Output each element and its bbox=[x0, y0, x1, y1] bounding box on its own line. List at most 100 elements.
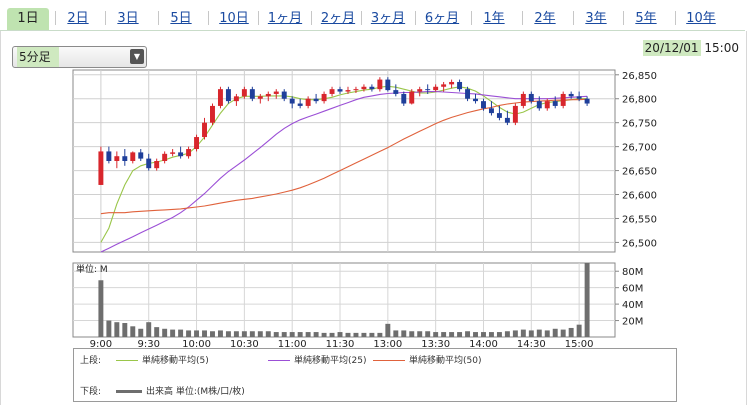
candle-body bbox=[305, 98, 311, 106]
tab-separator bbox=[522, 11, 523, 25]
volume-bar bbox=[488, 332, 494, 337]
tab-0[interactable]: 1日 bbox=[7, 8, 49, 30]
candle-body bbox=[146, 158, 152, 169]
legend-ma50-label: 単純移動平均(50) bbox=[409, 356, 482, 366]
volume-bar bbox=[202, 330, 207, 337]
tab-separator bbox=[258, 11, 259, 25]
tab-5[interactable]: 1ヶ月 bbox=[267, 11, 303, 26]
tab-7[interactable]: 3ヶ月 bbox=[370, 11, 406, 26]
volume-bar bbox=[249, 331, 255, 337]
chart-panel bbox=[0, 31, 747, 405]
volume-bar bbox=[560, 329, 566, 337]
price-tick-label: 26,750 bbox=[622, 119, 657, 130]
volume-bar bbox=[449, 332, 455, 337]
legend-ma50: 単純移動平均(50) bbox=[369, 353, 481, 366]
volume-tick-label: 60M bbox=[622, 284, 643, 295]
time-tick-label: 13:30 bbox=[421, 339, 450, 350]
tab-2[interactable]: 3日 bbox=[117, 11, 139, 26]
tab-8[interactable]: 6ヶ月 bbox=[424, 11, 460, 26]
tab-6[interactable]: 2ヶ月 bbox=[320, 11, 356, 26]
volume-bar bbox=[194, 330, 200, 337]
candle-body bbox=[217, 89, 223, 106]
time-tick-label: 9:00 bbox=[90, 339, 112, 350]
legend-ma5-label: 単純移動平均(5) bbox=[142, 356, 209, 366]
tab-underline bbox=[0, 30, 745, 31]
volume-bar bbox=[154, 327, 160, 337]
candle-body bbox=[584, 98, 590, 104]
volume-bar bbox=[138, 328, 144, 337]
volume-grid bbox=[72, 262, 616, 338]
candle-body bbox=[473, 98, 478, 102]
volume-bar bbox=[568, 327, 574, 337]
tab-12[interactable]: 5年 bbox=[635, 11, 657, 26]
candle-body bbox=[433, 86, 439, 91]
candle-body bbox=[544, 101, 550, 109]
tab-9[interactable]: 1年 bbox=[483, 11, 505, 26]
volume-bar bbox=[584, 263, 590, 337]
price-tick-label: 26,550 bbox=[622, 214, 657, 225]
candle-body bbox=[138, 152, 144, 159]
ma50-swatch bbox=[373, 360, 405, 361]
volume-bar bbox=[289, 332, 295, 337]
legend-ma25: 単純移動平均(25) bbox=[264, 353, 366, 366]
candle-body bbox=[297, 103, 303, 106]
legend-lower-label: 下段: bbox=[80, 387, 102, 397]
tab-1[interactable]: 2日 bbox=[67, 11, 89, 26]
legend-upper: 上段: bbox=[80, 353, 101, 366]
volume-bar bbox=[241, 331, 247, 337]
candle-body bbox=[401, 93, 407, 104]
candle-body bbox=[194, 137, 200, 150]
price-tick-label: 26,800 bbox=[622, 95, 657, 106]
candle-body bbox=[114, 156, 120, 161]
chart-legend: 上段: 単純移動平均(5) 単純移動平均(25) 単純移動平均(50) 下段: … bbox=[73, 348, 677, 402]
tab-11[interactable]: 3年 bbox=[585, 11, 607, 26]
volume-unit-label: 単位: M bbox=[76, 263, 108, 275]
volume-bar bbox=[576, 324, 582, 337]
candle-body bbox=[409, 91, 415, 104]
volume-bar bbox=[305, 332, 311, 337]
candle-body bbox=[441, 84, 447, 87]
volume-bar bbox=[233, 331, 239, 337]
candle-body bbox=[512, 105, 518, 123]
candle-body bbox=[130, 152, 136, 161]
volume-bar bbox=[146, 322, 152, 337]
volume-bar bbox=[496, 332, 502, 337]
dropdown-arrow-icon[interactable]: ▼ bbox=[130, 49, 144, 64]
tab-4[interactable]: 10日 bbox=[219, 11, 249, 26]
volume-bar bbox=[162, 328, 168, 337]
tab-10[interactable]: 2年 bbox=[534, 11, 556, 26]
time-tick-label: 13:00 bbox=[373, 339, 402, 350]
tab-separator bbox=[623, 11, 624, 25]
volume-bar bbox=[217, 330, 223, 337]
candle-body bbox=[369, 86, 375, 90]
tab-separator bbox=[415, 11, 416, 25]
candles bbox=[98, 77, 590, 185]
volume-bar bbox=[425, 331, 431, 337]
candle-body bbox=[520, 93, 526, 106]
tab-3[interactable]: 5日 bbox=[170, 11, 192, 26]
tab-separator bbox=[361, 11, 362, 25]
interval-select-value: 5分足 bbox=[17, 47, 59, 67]
candle-body bbox=[488, 108, 494, 114]
volume-bar bbox=[321, 332, 327, 337]
tab-13[interactable]: 10年 bbox=[686, 11, 716, 26]
volume-bar bbox=[178, 329, 184, 337]
volume-bar bbox=[186, 330, 192, 337]
legend-ma25-label: 単純移動平均(25) bbox=[294, 356, 367, 366]
volume-bar bbox=[409, 331, 415, 337]
volume-bars bbox=[98, 263, 590, 337]
candle-body bbox=[257, 96, 263, 99]
candle-body bbox=[249, 89, 255, 99]
volume-plot-frame bbox=[72, 262, 616, 338]
candle-body bbox=[210, 105, 215, 123]
interval-select[interactable]: 5分足 ▼ bbox=[12, 46, 147, 68]
datetime-display: 20/12/01 15:00 bbox=[642, 40, 739, 56]
volume-bar bbox=[481, 332, 486, 337]
volume-bar bbox=[265, 331, 271, 337]
time-tick-label: 14:30 bbox=[517, 339, 546, 350]
candle-body bbox=[178, 152, 184, 157]
period-tabs: 1日 2日 3日 5日 10日 1ヶ月 2ヶ月 3ヶ月 6ヶ月 1年 2年 3年 5年 10年 bbox=[0, 0, 749, 34]
volume-swatch bbox=[116, 390, 142, 393]
volume-bar bbox=[170, 329, 176, 337]
candle-body bbox=[576, 96, 582, 99]
